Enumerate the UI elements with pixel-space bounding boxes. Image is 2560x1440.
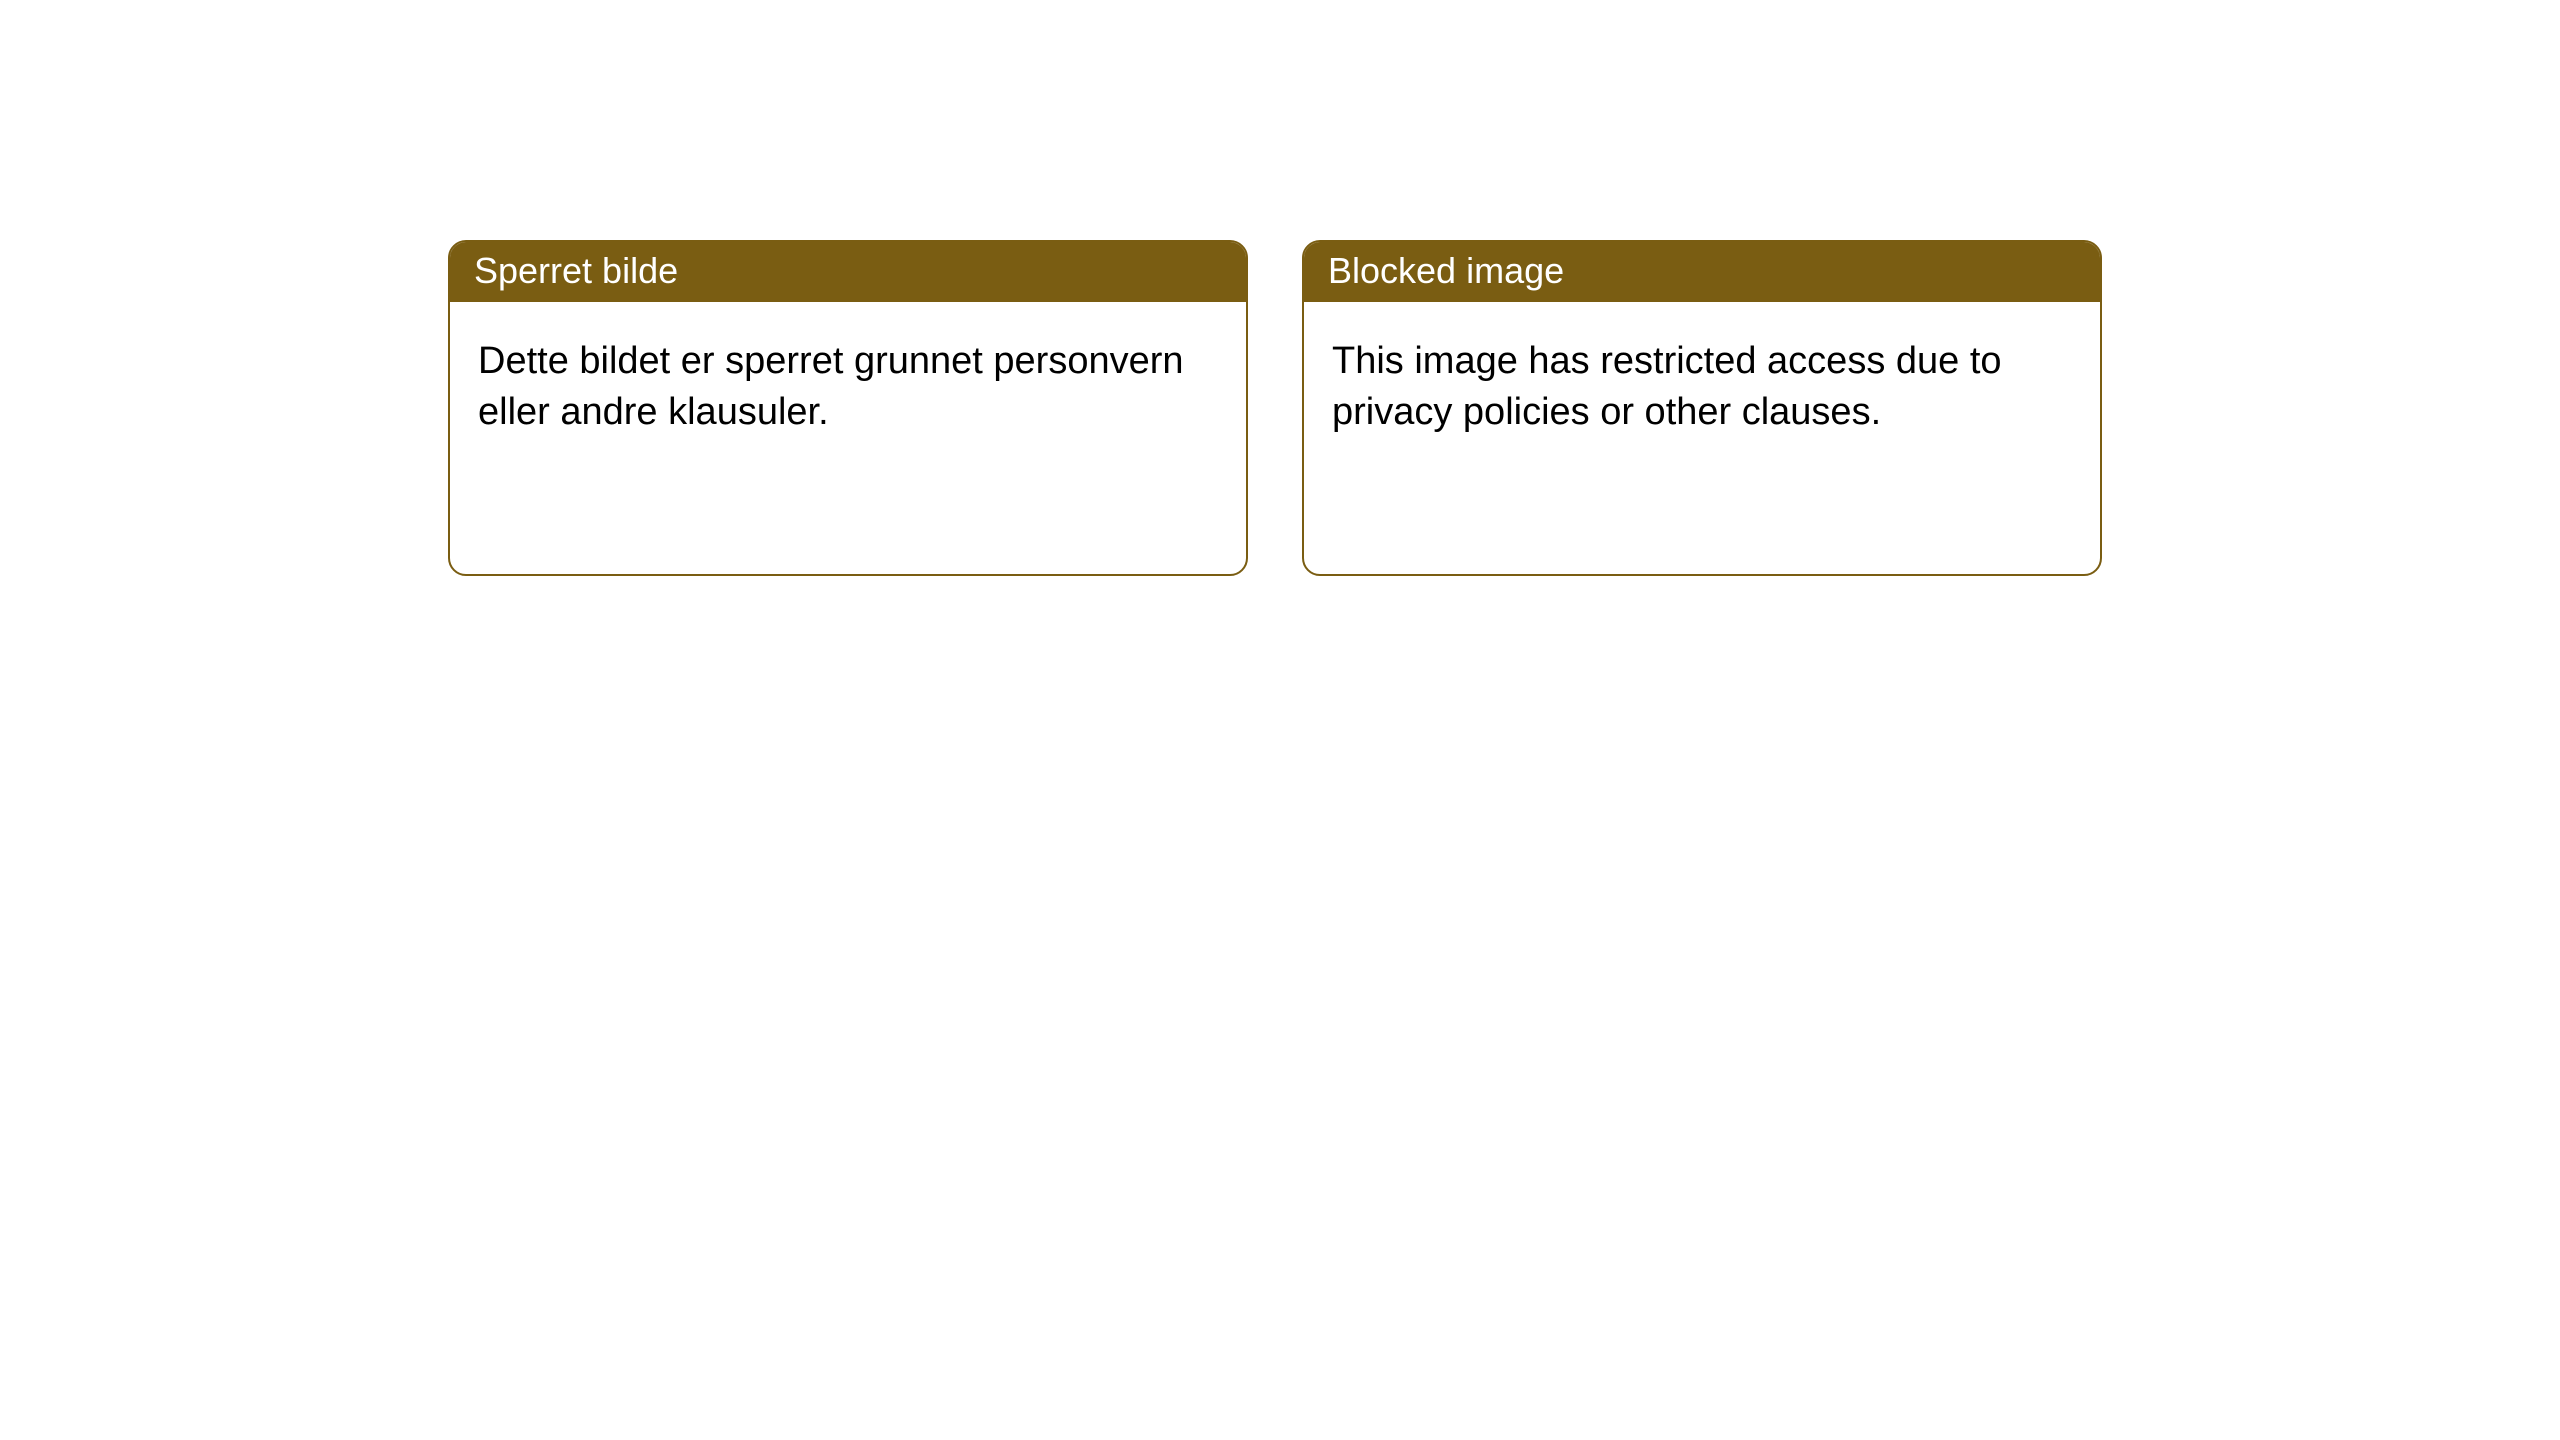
notice-card-en: Blocked image This image has restricted … [1302,240,2102,576]
notice-title-en: Blocked image [1304,242,2100,302]
notice-body-en: This image has restricted access due to … [1304,302,2100,473]
notice-container: Sperret bilde Dette bildet er sperret gr… [0,0,2560,576]
notice-title-nb: Sperret bilde [450,242,1246,302]
notice-body-nb: Dette bildet er sperret grunnet personve… [450,302,1246,473]
notice-card-nb: Sperret bilde Dette bildet er sperret gr… [448,240,1248,576]
